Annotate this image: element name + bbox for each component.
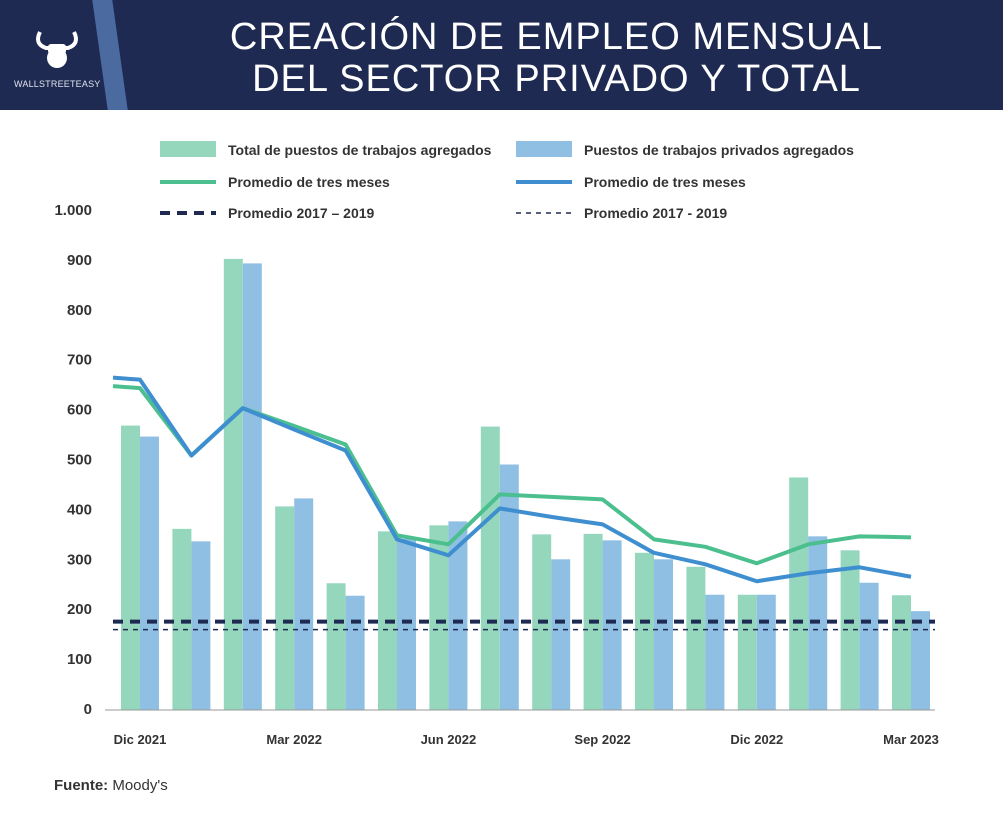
bar-private [654, 559, 673, 710]
x-tick-label: Dic 2022 [730, 732, 783, 747]
bar-private [397, 538, 416, 710]
bar-total [480, 426, 500, 710]
logo-text: WALLSTREETEASY [14, 79, 101, 89]
bar-total [686, 566, 706, 710]
y-tick-label: 900 [67, 252, 92, 269]
y-tick-label: 1.000 [54, 202, 92, 219]
x-tick-label: Mar 2023 [883, 732, 939, 747]
bar-total [635, 552, 654, 710]
bar-total [789, 477, 809, 710]
bar-private [756, 594, 776, 710]
legend-label-avg-total: Promedio de tres meses [228, 174, 390, 190]
y-tick-label: 600 [67, 402, 92, 419]
bar-private [602, 540, 622, 710]
source-value: Moody's [112, 777, 168, 794]
bar-total [892, 595, 911, 710]
legend-swatch-total [160, 141, 216, 157]
bar-total [326, 583, 346, 710]
y-tick-label: 0 [84, 701, 92, 718]
legend: Total de puestos de trabajos agregados P… [160, 141, 854, 221]
y-tick-label: 400 [67, 501, 92, 518]
bar-private [551, 559, 571, 710]
bar-total [840, 550, 860, 710]
bar-total [737, 594, 757, 710]
y-tick-label: 100 [67, 651, 92, 668]
title-line-1: CREACIÓN DE EMPLEO MENSUAL [229, 16, 884, 58]
bar-private [294, 498, 314, 710]
bar-total [121, 425, 140, 710]
bar-private [499, 464, 519, 710]
legend-label-private: Puestos de trabajos privados agregados [584, 142, 854, 158]
page-title: CREACIÓN DE EMPLEO MENSUAL DEL SECTOR PR… [130, 16, 983, 100]
bar-private [448, 521, 468, 710]
header: WALLSTREETEASY CREACIÓN DE EMPLEO MENSUA… [0, 0, 1003, 110]
line-avg-private [112, 375, 912, 584]
logo: WALLSTREETEASY [14, 30, 100, 89]
bull-fist-icon [36, 31, 78, 68]
legend-label-hist-private: Promedio 2017 - 2019 [584, 205, 727, 221]
y-tick-label: 500 [67, 452, 92, 469]
bar-private [705, 594, 725, 710]
bar-private [191, 541, 211, 710]
legend-label-hist-total: Promedio 2017 – 2019 [228, 205, 375, 221]
source-label: Fuente: [54, 777, 109, 794]
bar-private [345, 595, 365, 710]
bar-total [223, 258, 243, 710]
x-tick-label: Jun 2022 [421, 732, 477, 747]
y-tick-label: 800 [67, 302, 92, 319]
legend-label-avg-private: Promedio de tres meses [584, 174, 746, 190]
bar-total [429, 525, 449, 710]
bar-private [140, 436, 159, 710]
x-tick-label: Mar 2022 [266, 732, 322, 747]
source: Fuente: Moody's [54, 777, 168, 794]
x-tick-label: Sep 2022 [574, 732, 630, 747]
bar-private [859, 582, 879, 710]
bar-private [911, 611, 930, 710]
legend-swatch-private [516, 141, 572, 157]
x-tick-label: Dic 2021 [114, 732, 167, 747]
bar-total [172, 528, 192, 710]
bar-private [242, 263, 262, 710]
y-tick-label: 200 [67, 601, 92, 618]
legend-label-total: Total de puestos de trabajos agregados [228, 142, 492, 158]
title-line-2: DEL SECTOR PRIVADO Y TOTAL [252, 58, 861, 100]
y-tick-label: 700 [67, 352, 92, 369]
bar-total [275, 506, 295, 710]
y-tick-label: 300 [67, 551, 92, 568]
